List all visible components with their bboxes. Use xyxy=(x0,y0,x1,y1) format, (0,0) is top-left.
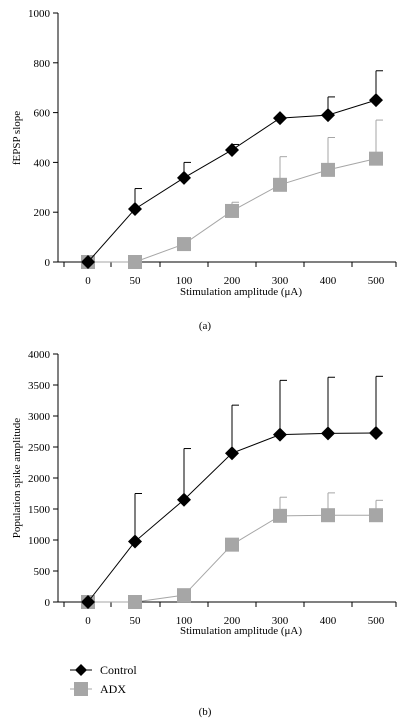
data-point xyxy=(369,93,383,108)
series-line xyxy=(88,514,376,603)
data-point xyxy=(177,588,191,603)
series-line xyxy=(87,99,377,263)
y-axis-label: fEPSP slope xyxy=(11,111,23,165)
y-tick-label: 0 xyxy=(45,257,51,269)
legend: Control ADX xyxy=(70,663,137,696)
x-axis-label: Stimulation amplitude (μA) xyxy=(180,286,302,298)
legend-marker xyxy=(74,682,88,696)
data-point xyxy=(225,446,239,461)
x-axis-label: Stimulation amplitude (μA) xyxy=(180,625,302,637)
y-tick-label: 2500 xyxy=(28,442,51,454)
data-point xyxy=(177,170,191,185)
y-tick-label: 200 xyxy=(34,207,51,219)
data-point xyxy=(81,595,95,609)
y-tick-label: 3500 xyxy=(28,380,51,392)
y-tick-label: 400 xyxy=(34,157,51,169)
x-tick-label: 100 xyxy=(176,615,193,627)
data-point xyxy=(81,255,95,269)
x-tick-label: 0 xyxy=(85,615,91,627)
data-point xyxy=(128,201,142,216)
data-point xyxy=(321,162,335,177)
data-point xyxy=(225,142,239,157)
y-tick-label: 1500 xyxy=(28,504,51,516)
data-point xyxy=(177,492,191,507)
data-point xyxy=(369,508,383,523)
x-tick-label: 400 xyxy=(320,275,337,287)
series-adx xyxy=(81,492,383,609)
legend-label: Control xyxy=(100,663,137,677)
legend-marker xyxy=(75,664,87,676)
legend-label: ADX xyxy=(100,682,126,696)
x-tick-label: 400 xyxy=(320,615,337,627)
x-tick-label: 50 xyxy=(130,275,142,287)
x-tick-label: 100 xyxy=(176,275,193,287)
data-point xyxy=(128,534,142,549)
y-tick-label: 500 xyxy=(34,566,51,578)
series-control xyxy=(81,375,383,609)
data-point xyxy=(273,427,287,442)
data-point xyxy=(128,255,142,269)
x-tick-label: 300 xyxy=(272,275,289,287)
series-control xyxy=(81,70,383,269)
panel-caption: (b) xyxy=(199,706,212,718)
x-tick-label: 200 xyxy=(224,615,241,627)
data-point xyxy=(321,508,335,523)
legend-item-adx: ADX xyxy=(70,682,126,696)
legend-item-control: Control xyxy=(70,663,137,677)
data-point xyxy=(225,203,239,218)
data-point xyxy=(369,151,383,166)
y-axis-label: Population spike amplitude xyxy=(11,418,23,538)
data-point xyxy=(321,108,335,123)
data-point xyxy=(273,177,287,192)
panel-caption: (a) xyxy=(199,320,212,332)
x-tick-label: 50 xyxy=(130,615,142,627)
x-tick-label: 500 xyxy=(368,275,385,287)
chart-panel-2: 0 500 1000 1500 2000 2500 3000 3500 4000 0 50 100 20… xyxy=(11,349,397,718)
data-point xyxy=(273,508,287,523)
y-tick-label: 4000 xyxy=(28,349,51,361)
x-tick-label: 200 xyxy=(224,275,241,287)
data-point xyxy=(369,426,383,441)
series-adx xyxy=(81,119,383,269)
chart-panel-1: 0 200 400 600 800 1000 0 50 100 200 300 400 500 Stimu… xyxy=(11,8,397,332)
y-tick-label: 600 xyxy=(34,108,51,120)
y-tick-label: 0 xyxy=(45,597,51,609)
axes xyxy=(53,353,397,607)
data-point xyxy=(225,537,239,552)
y-tick-label: 3000 xyxy=(28,411,51,423)
y-tick-label: 1000 xyxy=(28,8,51,20)
data-point xyxy=(273,111,287,126)
x-tick-label: 300 xyxy=(272,615,289,627)
data-point xyxy=(321,426,335,441)
data-point xyxy=(177,237,191,252)
y-tick-label: 800 xyxy=(34,58,51,70)
data-point xyxy=(128,595,142,609)
y-tick-label: 2000 xyxy=(28,473,51,485)
axes xyxy=(53,12,397,267)
x-tick-label: 500 xyxy=(368,615,385,627)
x-tick-label: 0 xyxy=(85,275,91,287)
y-tick-label: 1000 xyxy=(28,535,51,547)
